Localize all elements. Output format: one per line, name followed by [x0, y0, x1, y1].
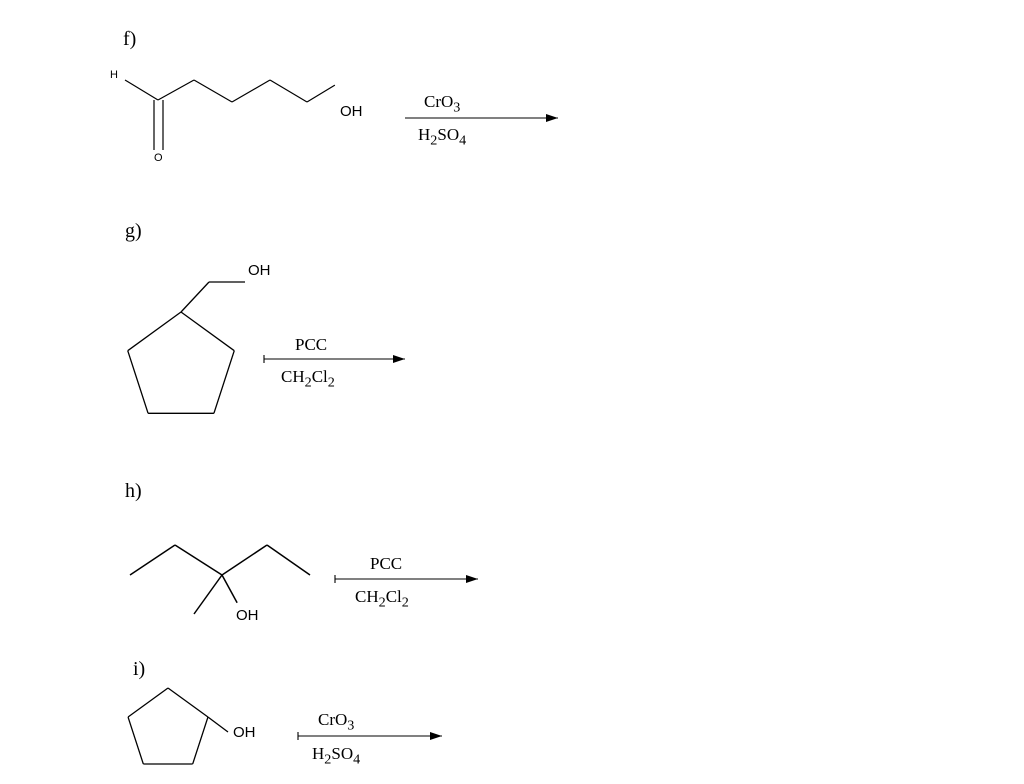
reagent-top-1: PCC [295, 335, 327, 355]
reagent-bottom-1: CH2Cl2 [281, 367, 335, 391]
problem-label-2: h) [125, 480, 142, 503]
reagent-top-3: CrO3 [318, 710, 354, 734]
reagent-top-2: PCC [370, 554, 402, 574]
problem-label-1: g) [125, 220, 142, 243]
reagent-bottom-2: CH2Cl2 [355, 587, 409, 611]
chemistry-reactions-page: f) CrO3 H2SO4 H O OH g) PCC CH2Cl2 OH h) PCC CH2Cl2 O… [0, 0, 1024, 784]
atom-label-2-0: OH [236, 607, 259, 624]
atom-label-3-0: OH [233, 724, 256, 741]
atom-label-1-0: OH [248, 262, 271, 279]
atom-label-0-2: OH [340, 103, 363, 120]
reagent-bottom-0: H2SO4 [418, 125, 466, 149]
problem-label-0: f) [123, 28, 136, 51]
reagent-bottom-3: H2SO4 [312, 744, 360, 768]
problem-label-3: i) [133, 658, 145, 681]
reagent-top-0: CrO3 [424, 92, 460, 116]
atom-label-0-1: O [154, 152, 163, 164]
atom-label-0-0: H [110, 69, 118, 81]
